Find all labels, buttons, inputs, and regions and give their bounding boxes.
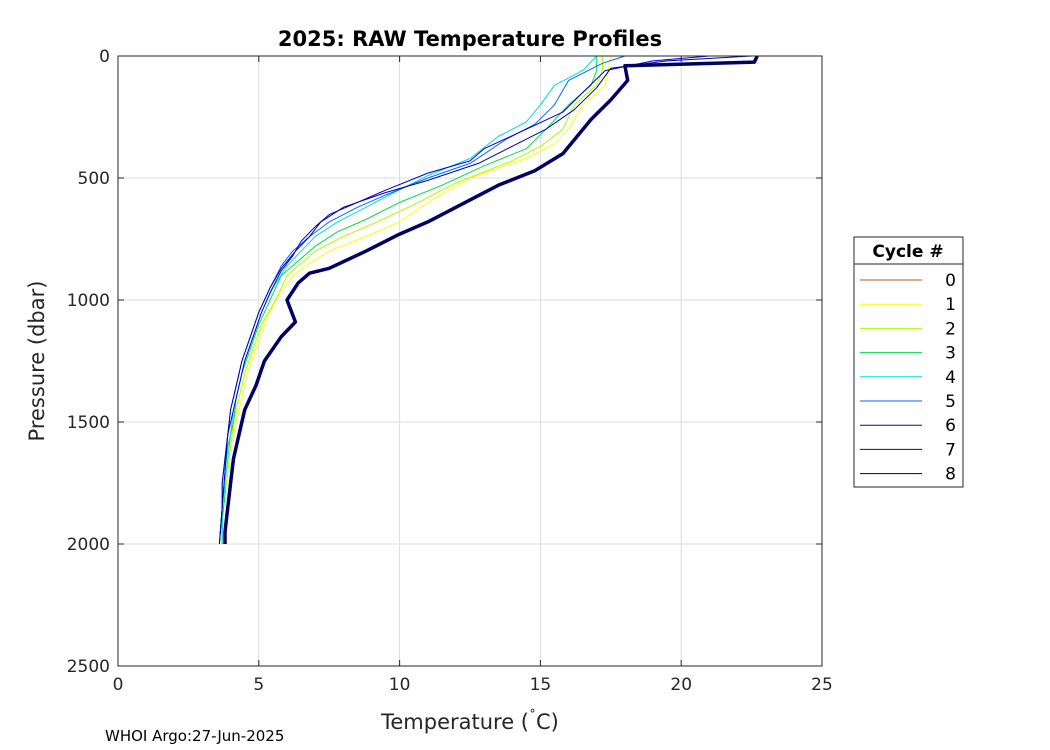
axis-ticks: 0 5 10 15 20 25 0 500 1000 1500 2000 2500	[67, 47, 833, 695]
legend-title: Cycle #	[872, 242, 943, 262]
y-tick-label: 2000	[67, 535, 110, 555]
y-axis-label: Pressure (dbar)	[25, 281, 49, 442]
series-line-cycle-7	[218, 55, 752, 545]
x-axis-label-degree: ˚	[529, 708, 536, 725]
legend-box	[853, 236, 964, 488]
x-tick-label: 15	[530, 675, 552, 695]
y-tick-label: 0	[99, 47, 110, 67]
y-tick-label: 2500	[67, 657, 110, 677]
x-tick-label: 10	[389, 675, 411, 695]
grid	[117, 55, 823, 667]
footer-credit: WHOI Argo:27-Jun-2025	[105, 727, 284, 745]
chart-title: 2025: RAW Temperature Profiles	[278, 27, 662, 51]
y-tick-label: 1500	[67, 413, 110, 433]
legend-label-cycle-6: 6	[945, 416, 956, 436]
series-line-cycle-8	[223, 55, 759, 544]
legend-label-cycle-5: 5	[945, 392, 956, 412]
legend-label-cycle-4: 4	[945, 368, 956, 388]
x-axis-label-unit: C)	[536, 710, 559, 734]
x-tick-label: 5	[253, 675, 264, 695]
x-tick-label: 0	[113, 675, 124, 695]
legend-label-cycle-8: 8	[945, 465, 956, 485]
y-tick-label: 1000	[67, 291, 110, 311]
series-layer	[218, 55, 759, 545]
legend-label-cycle-3: 3	[945, 344, 956, 364]
legend: Cycle # 0 1 2 3 4 5 6 7 8	[853, 236, 964, 488]
series-line-cycle-4	[221, 55, 598, 544]
legend-label-cycle-0: 0	[945, 271, 956, 291]
plot-frame	[117, 55, 823, 667]
x-axis-label: Temperature (˚C)	[380, 708, 559, 734]
x-tick-label: 25	[811, 675, 833, 695]
legend-label-cycle-2: 2	[945, 319, 956, 339]
y-tick-label: 500	[78, 169, 110, 189]
legend-label-cycle-1: 1	[945, 295, 956, 315]
legend-label-cycle-7: 7	[945, 440, 956, 460]
legend-items: 0 1 2 3 4 5 6 7 8	[860, 271, 956, 485]
x-axis-label-text: Temperature (	[380, 710, 529, 734]
series-line-cycle-6	[218, 55, 710, 545]
plot-area	[118, 56, 822, 666]
x-tick-label: 20	[670, 675, 692, 695]
series-line-cycle-2	[221, 56, 603, 544]
